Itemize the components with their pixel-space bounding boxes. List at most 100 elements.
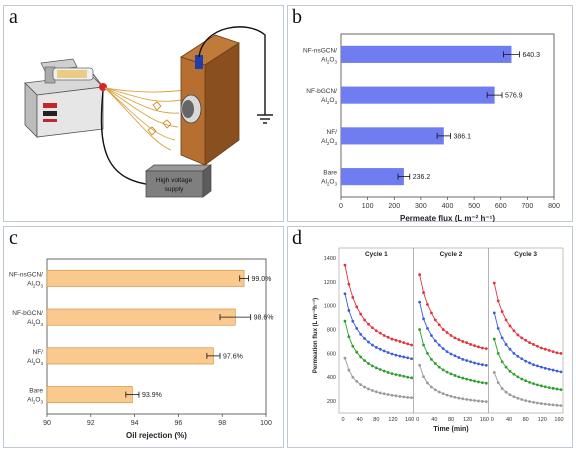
data-point — [359, 383, 363, 387]
category-label: NF-bGCN/Al2O3 — [12, 310, 43, 327]
x-tick-label: 120 — [463, 417, 472, 423]
data-point — [492, 281, 496, 285]
data-point — [367, 322, 370, 326]
data-point — [402, 341, 406, 345]
data-point — [382, 334, 386, 337]
y-tick-label: 1000 — [324, 304, 336, 310]
data-point — [539, 346, 543, 350]
data-label: 236.2 — [413, 174, 431, 181]
data-label: 99.0% — [251, 276, 271, 283]
data-point — [363, 385, 366, 389]
data-point — [461, 340, 465, 343]
data-point — [559, 404, 563, 408]
data-point — [433, 362, 437, 365]
data-point — [378, 368, 382, 371]
cycle-panel-frame — [488, 247, 564, 414]
bar — [341, 168, 404, 186]
category-label: NF-nsGCN/Al2O3 — [303, 47, 337, 64]
x-tick-label: 80 — [373, 417, 379, 423]
data-point — [492, 371, 496, 374]
data-point — [437, 390, 441, 394]
data-point — [363, 359, 366, 362]
data-point — [484, 381, 488, 385]
x-axis-label: Permeate flux (L m⁻² h⁻¹) — [400, 214, 495, 222]
data-point — [398, 354, 402, 358]
data-point — [390, 372, 394, 376]
data-point — [453, 374, 457, 377]
data-point — [429, 385, 433, 389]
data-point — [492, 311, 496, 315]
panel-c — [3, 226, 284, 448]
x-tick-label: 0 — [341, 417, 344, 423]
data-point — [406, 356, 410, 360]
data-point — [445, 370, 449, 374]
data-point — [351, 295, 355, 299]
series-line — [344, 358, 412, 399]
data-point — [512, 351, 516, 355]
data-point — [418, 328, 422, 331]
data-point — [536, 364, 539, 368]
category-label: Bare Al2O3 — [321, 170, 337, 187]
data-point — [398, 374, 402, 377]
data-point — [524, 338, 528, 342]
data-point — [516, 333, 520, 337]
x-tick-label: 90 — [43, 420, 51, 427]
data-point — [480, 346, 484, 350]
x-tick-label: 200 — [388, 203, 400, 210]
data-point — [378, 347, 382, 351]
bar — [46, 386, 133, 404]
data-point — [500, 387, 504, 390]
data-point — [555, 403, 559, 407]
data-point — [555, 387, 559, 391]
data-point — [520, 377, 524, 381]
data-point — [477, 380, 480, 384]
y-tick-label: 1200 — [324, 280, 336, 286]
data-point — [543, 347, 547, 351]
data-point — [410, 357, 414, 361]
data-point — [355, 326, 359, 330]
data-point — [422, 343, 425, 347]
data-point — [449, 334, 453, 337]
data-point — [386, 351, 390, 354]
data-point — [410, 343, 414, 347]
data-point — [410, 396, 414, 400]
data-point — [347, 282, 351, 286]
data-point — [402, 395, 406, 399]
x-tick-label: 120 — [388, 417, 397, 423]
data-point — [433, 318, 437, 322]
data-point — [453, 354, 457, 358]
x-axis-label: Time (min) — [433, 426, 468, 433]
data-point — [480, 381, 484, 384]
data-point — [355, 380, 359, 383]
data-point — [406, 342, 410, 346]
data-point — [453, 395, 457, 399]
data-point — [426, 326, 429, 330]
data-point — [496, 351, 500, 355]
x-tick-label: 40 — [506, 417, 512, 423]
chart-c-oil-rejection: 99.0% NF-nsGCN/Al2O3 98.6% NF-bGCN/Al2O3 97.… — [9, 258, 274, 440]
y-tick-label: 600 — [327, 351, 336, 357]
data-point — [457, 396, 461, 400]
data-point — [543, 366, 547, 370]
x-tick-label: 0 — [491, 417, 494, 423]
data-point — [559, 370, 563, 374]
data-point — [516, 396, 520, 400]
x-tick-label: 0 — [416, 417, 419, 423]
category-label: NF/Al2O3 — [27, 349, 43, 366]
supply-label-line1: High voltage — [156, 177, 193, 184]
data-point — [359, 332, 363, 336]
data-point — [398, 340, 402, 343]
data-label: 576.9 — [505, 93, 523, 100]
x-tick-label: 160 — [480, 417, 489, 423]
data-point — [484, 400, 488, 404]
data-point — [445, 350, 449, 353]
data-point — [382, 349, 386, 353]
data-point — [516, 354, 520, 358]
bar — [341, 86, 495, 104]
data-point — [461, 376, 465, 380]
data-point — [347, 335, 351, 339]
data-point — [394, 373, 398, 377]
data-point — [426, 303, 429, 306]
data-point — [547, 403, 551, 406]
data-point — [551, 368, 555, 372]
